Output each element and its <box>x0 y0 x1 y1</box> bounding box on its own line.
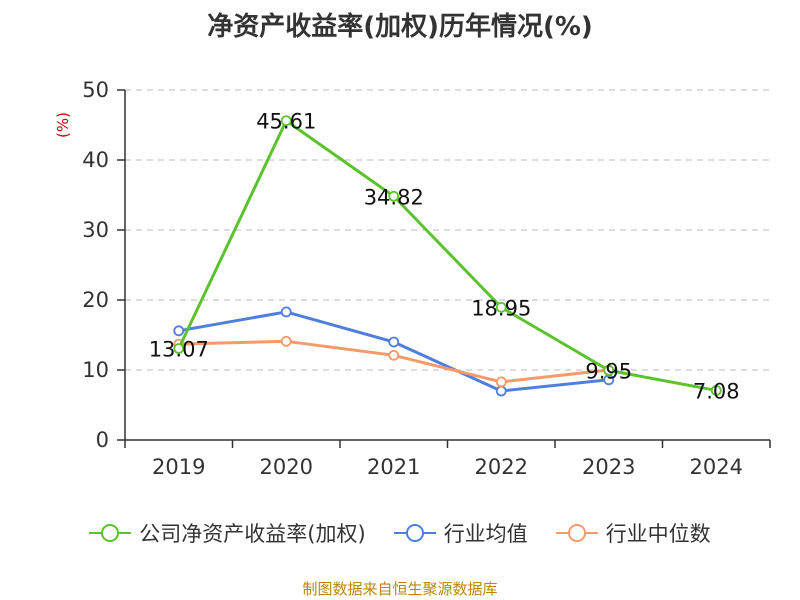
x-tick-label: 2022 <box>475 455 528 479</box>
y-tick-label: 30 <box>82 218 109 242</box>
legend-label-industry-avg: 行业均值 <box>443 522 528 546</box>
legend: 公司净资产收益率(加权) 行业均值 行业中位数 <box>0 518 800 548</box>
legend-symbol-industry-median <box>555 524 598 542</box>
data-point <box>173 325 185 337</box>
legend-item-industry-median[interactable]: 行业中位数 <box>555 518 711 548</box>
y-axis-label: (%) <box>54 112 72 138</box>
y-tick-label: 40 <box>82 148 109 172</box>
y-tick-label: 0 <box>96 428 109 452</box>
line-chart: 0 10 20 30 40 50 2019 2020 2021 2022 2023 2024 (%) 13… <box>54 78 771 479</box>
data-label: 18.95 <box>471 296 531 320</box>
data-point <box>495 385 507 397</box>
data-point <box>388 190 400 202</box>
source-note: 制图数据来自恒生聚源数据库 <box>302 580 498 598</box>
legend-item-industry-avg[interactable]: 行业均值 <box>393 518 528 548</box>
x-tick-label: 2020 <box>260 455 313 479</box>
x-tick-label: 2023 <box>582 455 635 479</box>
data-point <box>388 336 400 348</box>
x-tick-label: 2019 <box>152 455 205 479</box>
x-tick-label: 2021 <box>367 455 420 479</box>
data-label: 9.95 <box>585 359 632 383</box>
data-point <box>173 343 185 354</box>
series-line <box>177 119 717 392</box>
legend-item-company[interactable]: 公司净资产收益率(加权) <box>89 518 366 548</box>
y-tick-label: 20 <box>82 288 109 312</box>
data-point <box>280 115 292 127</box>
data-label: 34.82 <box>364 185 424 209</box>
data-point <box>495 301 507 313</box>
data-point <box>280 306 292 318</box>
x-tick-label: 2024 <box>690 455 743 479</box>
legend-label-industry-median: 行业中位数 <box>605 522 711 546</box>
legend-symbol-industry-avg <box>393 524 436 542</box>
data-point <box>710 385 722 396</box>
chart-title: 净资产收益率(加权)历年情况(%) <box>207 12 593 42</box>
legend-label-company: 公司净资产收益率(加权) <box>139 522 366 546</box>
y-tick-label: 10 <box>82 358 109 382</box>
y-tick-label: 50 <box>82 78 109 102</box>
data-label: 7.08 <box>693 379 740 403</box>
data-label: 45.61 <box>256 110 316 134</box>
data-point <box>603 364 615 376</box>
data-point <box>388 349 400 361</box>
data-label: 13.07 <box>149 338 209 362</box>
legend-symbol-company <box>89 524 132 542</box>
data-point <box>495 376 507 388</box>
data-point <box>280 335 292 347</box>
